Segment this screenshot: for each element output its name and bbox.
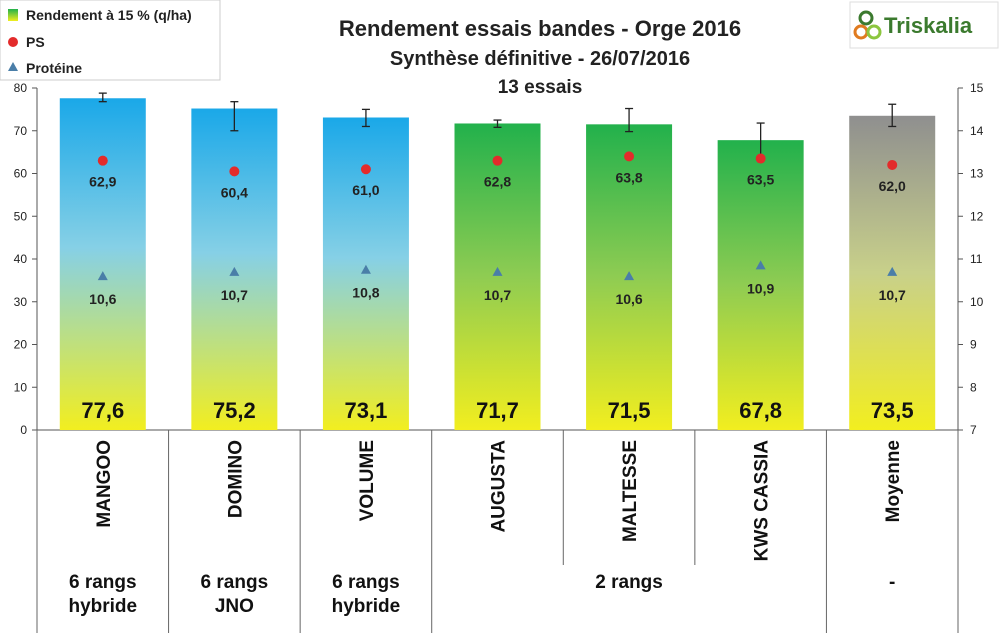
legend-label-rendement: Rendement à 15 % (q/ha) bbox=[26, 7, 192, 23]
category-label: KWS CASSIA bbox=[752, 440, 773, 562]
left-tick-label: 20 bbox=[14, 338, 28, 352]
group-labels: 6 rangs hybride 6 rangs JNO 6 rangs hybride 2 … bbox=[68, 572, 895, 617]
proteine-marker bbox=[229, 266, 240, 276]
right-tick-label: 9 bbox=[970, 338, 977, 352]
legend-swatch-proteine bbox=[8, 62, 18, 71]
bar-value-label: 67,8 bbox=[739, 398, 782, 423]
legend-swatch-rendement bbox=[8, 9, 18, 21]
chart-subtitle-2: 13 essais bbox=[498, 77, 583, 98]
left-y-axis: 0 10 20 30 40 50 60 70 80 bbox=[14, 81, 37, 437]
right-tick-label: 15 bbox=[970, 81, 984, 95]
proteine-marker bbox=[360, 264, 371, 274]
group-label: 2 rangs bbox=[595, 572, 663, 593]
chart-title: Rendement essais bandes - Orge 2016 bbox=[339, 16, 741, 41]
right-tick-label: 14 bbox=[970, 124, 984, 138]
left-tick-label: 80 bbox=[14, 81, 28, 95]
right-tick-label: 11 bbox=[970, 252, 983, 266]
proteine-label: 10,6 bbox=[89, 291, 116, 307]
left-tick-label: 50 bbox=[14, 209, 28, 223]
ps-label: 60,4 bbox=[221, 184, 248, 200]
legend-swatch-ps bbox=[8, 37, 18, 47]
proteine-marker bbox=[755, 260, 766, 270]
proteine-label: 10,7 bbox=[221, 287, 248, 303]
left-tick-label: 30 bbox=[14, 295, 28, 309]
group-label: - bbox=[889, 572, 895, 593]
ps-marker bbox=[229, 166, 240, 177]
proteine-marker bbox=[492, 266, 503, 276]
ps-marker bbox=[887, 159, 898, 170]
left-tick-label: 10 bbox=[14, 380, 28, 394]
bar-value-label: 73,5 bbox=[871, 398, 914, 423]
bar-mangoo bbox=[59, 98, 146, 430]
category-label: Moyenne bbox=[883, 440, 904, 522]
error-bars bbox=[98, 92, 897, 158]
bar-kws-cassia bbox=[717, 140, 804, 430]
bar-value-label: 71,7 bbox=[476, 398, 519, 423]
proteine-marker bbox=[624, 271, 635, 281]
legend: Rendement à 15 % (q/ha) PS Protéine bbox=[0, 0, 221, 81]
proteine-label: 10,8 bbox=[352, 285, 379, 301]
ps-label: 63,5 bbox=[747, 172, 774, 188]
ps-marker bbox=[755, 153, 766, 164]
triskalia-logo: Triskalia bbox=[849, 1, 999, 49]
right-tick-label: 12 bbox=[970, 209, 984, 223]
bar-value-label: 73,1 bbox=[345, 398, 388, 423]
category-label: AUGUSTA bbox=[489, 440, 510, 533]
category-axis: MANGOO DOMINO VOLUME AUGUSTA MALTESSE KWS CAS… bbox=[36, 430, 959, 633]
right-tick-label: 13 bbox=[970, 167, 984, 181]
ps-marker bbox=[360, 164, 371, 175]
bar-value-label: 77,6 bbox=[81, 398, 124, 423]
ps-marker bbox=[624, 151, 635, 162]
legend-label-proteine: Protéine bbox=[26, 60, 82, 76]
category-label: MANGOO bbox=[94, 440, 115, 528]
right-tick-label: 8 bbox=[970, 380, 977, 394]
ps-label: 62,9 bbox=[89, 174, 116, 190]
bar-value-label: 71,5 bbox=[608, 398, 651, 423]
left-tick-label: 40 bbox=[14, 252, 28, 266]
marker-series: 62,9 10,6 60,4 10,7 61,0 10,8 62,8 10,7 63,8 10,6… bbox=[89, 151, 906, 307]
left-tick-label: 0 bbox=[20, 423, 27, 437]
proteine-label: 10,6 bbox=[615, 291, 642, 307]
left-tick-label: 60 bbox=[14, 167, 28, 181]
proteine-marker bbox=[887, 266, 898, 276]
left-tick-label: 70 bbox=[14, 124, 28, 138]
legend-label-ps: PS bbox=[26, 34, 45, 50]
ps-label: 61,0 bbox=[352, 182, 379, 198]
group-label: 6 rangs hybride bbox=[68, 572, 137, 617]
right-y-axis: 7 8 9 10 11 12 13 14 15 bbox=[958, 81, 984, 437]
logo-text: Triskalia bbox=[884, 13, 973, 38]
ps-label: 62,0 bbox=[879, 178, 906, 194]
chart-subtitle: Synthèse définitive - 26/07/2016 bbox=[390, 48, 690, 70]
category-label: VOLUME bbox=[357, 440, 378, 521]
bar-augusta bbox=[454, 123, 541, 431]
group-label: 6 rangs hybride bbox=[332, 572, 401, 617]
category-label: DOMINO bbox=[225, 440, 246, 518]
proteine-label: 10,7 bbox=[484, 287, 511, 303]
bar-value-label: 75,2 bbox=[213, 398, 256, 423]
ps-label: 62,8 bbox=[484, 174, 511, 190]
bar-series: 77,6 75,2 73,1 71,7 71,5 67,8 73,5 bbox=[59, 98, 936, 431]
proteine-marker bbox=[97, 271, 108, 281]
category-label: MALTESSE bbox=[620, 440, 641, 542]
ps-label: 63,8 bbox=[615, 169, 642, 185]
proteine-label: 10,7 bbox=[879, 287, 906, 303]
ps-marker bbox=[97, 155, 108, 166]
right-tick-label: 10 bbox=[970, 295, 984, 309]
group-label: 6 rangs JNO bbox=[201, 572, 269, 617]
ps-marker bbox=[492, 155, 503, 166]
right-tick-label: 7 bbox=[970, 423, 977, 437]
proteine-label: 10,9 bbox=[747, 280, 774, 296]
